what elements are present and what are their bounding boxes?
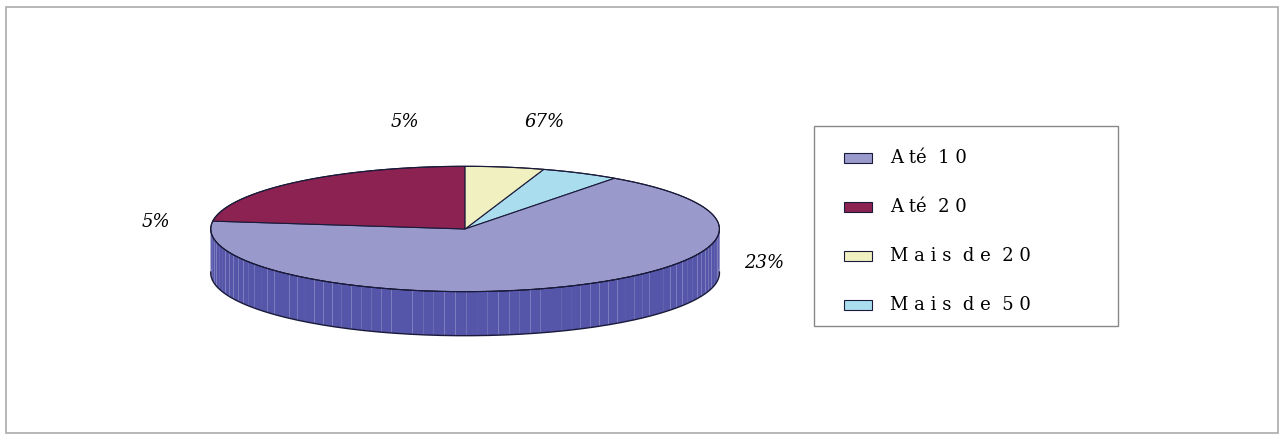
- Polygon shape: [682, 259, 687, 305]
- Polygon shape: [561, 286, 571, 331]
- Polygon shape: [268, 268, 274, 315]
- Polygon shape: [229, 253, 234, 299]
- Polygon shape: [434, 291, 444, 335]
- Polygon shape: [223, 247, 225, 294]
- Polygon shape: [656, 268, 664, 314]
- Polygon shape: [212, 166, 465, 229]
- Polygon shape: [477, 291, 488, 336]
- Bar: [844, 301, 873, 310]
- Polygon shape: [716, 237, 718, 283]
- Polygon shape: [692, 254, 698, 301]
- Text: A té  1 0: A té 1 0: [891, 149, 967, 167]
- Polygon shape: [248, 262, 255, 308]
- Text: 67%: 67%: [525, 113, 565, 131]
- Bar: [844, 251, 873, 261]
- Bar: [844, 202, 873, 212]
- Polygon shape: [290, 275, 297, 320]
- Polygon shape: [444, 291, 456, 336]
- Polygon shape: [618, 278, 625, 323]
- Polygon shape: [456, 292, 466, 336]
- Polygon shape: [282, 272, 290, 319]
- Polygon shape: [520, 290, 530, 334]
- Polygon shape: [466, 292, 477, 336]
- Text: 5%: 5%: [142, 213, 170, 231]
- Bar: [844, 153, 873, 162]
- Polygon shape: [712, 242, 714, 288]
- Polygon shape: [671, 264, 677, 310]
- Polygon shape: [625, 276, 634, 322]
- Polygon shape: [664, 266, 671, 312]
- Polygon shape: [413, 290, 423, 335]
- Polygon shape: [274, 271, 282, 316]
- Polygon shape: [261, 266, 268, 312]
- Polygon shape: [530, 289, 541, 334]
- Polygon shape: [498, 291, 510, 335]
- Polygon shape: [510, 290, 520, 335]
- Polygon shape: [216, 242, 219, 289]
- Polygon shape: [642, 272, 650, 318]
- Polygon shape: [634, 274, 642, 320]
- Polygon shape: [580, 283, 591, 329]
- Polygon shape: [332, 282, 342, 328]
- Polygon shape: [701, 249, 705, 296]
- Polygon shape: [215, 240, 216, 286]
- Text: A té  2 0: A té 2 0: [891, 198, 967, 216]
- Polygon shape: [225, 250, 229, 297]
- Polygon shape: [600, 281, 609, 326]
- Polygon shape: [362, 286, 371, 331]
- Polygon shape: [402, 290, 413, 334]
- Polygon shape: [314, 279, 323, 325]
- Text: M a i s  d e  2 0: M a i s d e 2 0: [891, 247, 1031, 265]
- Polygon shape: [714, 239, 716, 286]
- Polygon shape: [323, 281, 332, 326]
- Polygon shape: [212, 237, 215, 284]
- Polygon shape: [677, 261, 682, 308]
- Polygon shape: [351, 285, 362, 330]
- Polygon shape: [243, 260, 248, 306]
- Polygon shape: [371, 287, 381, 332]
- Polygon shape: [238, 257, 243, 304]
- Polygon shape: [465, 169, 615, 229]
- Polygon shape: [423, 291, 434, 335]
- Polygon shape: [571, 285, 580, 330]
- FancyBboxPatch shape: [815, 126, 1118, 326]
- Polygon shape: [709, 244, 712, 291]
- Polygon shape: [705, 247, 709, 293]
- Polygon shape: [465, 166, 543, 229]
- Polygon shape: [698, 252, 701, 298]
- Polygon shape: [381, 288, 391, 333]
- Polygon shape: [591, 282, 600, 327]
- Polygon shape: [255, 264, 261, 311]
- Text: M a i s  d e  5 0: M a i s d e 5 0: [891, 296, 1031, 314]
- Polygon shape: [541, 288, 551, 333]
- Polygon shape: [391, 289, 402, 334]
- Polygon shape: [488, 291, 498, 335]
- Polygon shape: [297, 276, 306, 322]
- Polygon shape: [609, 279, 618, 325]
- Text: 23%: 23%: [744, 254, 784, 272]
- Polygon shape: [234, 255, 238, 301]
- Polygon shape: [650, 270, 656, 316]
- Text: 5%: 5%: [391, 113, 420, 131]
- Polygon shape: [306, 278, 314, 323]
- Polygon shape: [687, 257, 692, 303]
- Polygon shape: [342, 284, 351, 329]
- Polygon shape: [551, 287, 561, 332]
- Polygon shape: [219, 245, 223, 292]
- Polygon shape: [211, 178, 719, 292]
